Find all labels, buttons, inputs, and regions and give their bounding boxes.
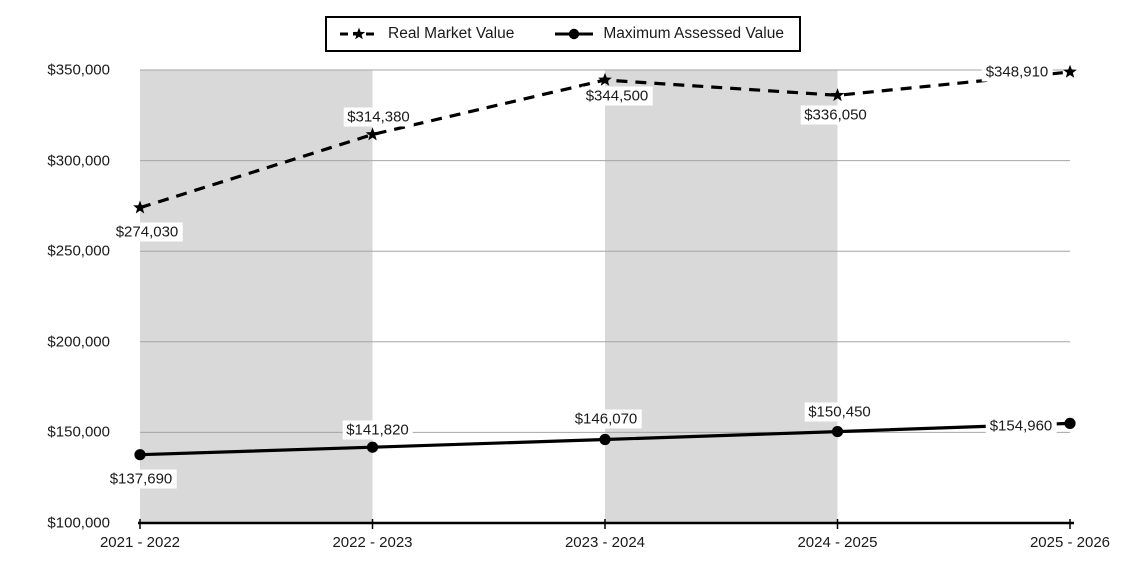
circle-marker	[134, 449, 146, 461]
x-axis-label: 2024 - 2025	[797, 534, 878, 551]
x-axis-label: 2021 - 2022	[99, 534, 181, 551]
circle-marker	[599, 433, 611, 446]
circle-marker	[1064, 417, 1076, 430]
solid-circle-line-icon	[555, 28, 594, 40]
star-marker	[830, 88, 845, 102]
data-label: $146,070	[570, 409, 642, 429]
data-label: $150,450	[804, 402, 875, 422]
data-label: $274,030	[111, 222, 183, 242]
legend-circle-marker	[569, 28, 580, 40]
y-axis-label: $200,000	[47, 333, 110, 351]
data-label: $336,050	[800, 105, 871, 125]
y-axis-label: $300,000	[47, 152, 110, 170]
data-label: $348,910	[981, 62, 1053, 82]
legend-label-real-market-value: Real Market Value	[388, 25, 515, 42]
legend-item-maximum-assessed-value: Maximum Assessed Value	[554, 25, 784, 43]
star-marker	[133, 200, 147, 214]
data-label: $344,500	[581, 86, 653, 106]
circle-marker	[366, 441, 379, 453]
data-label: $314,380	[343, 107, 414, 127]
chart-legend: Real Market Value Maximum Assessed Value	[325, 16, 801, 52]
x-axis-label: 2025 - 2026	[1029, 534, 1111, 551]
circle-marker	[831, 425, 844, 438]
legend-star-marker	[352, 27, 366, 40]
shaded-column-band	[605, 70, 838, 523]
y-axis-label: $150,000	[47, 423, 110, 441]
data-label: $137,690	[105, 469, 177, 489]
data-label: $141,820	[342, 420, 413, 440]
legend-item-real-market-value: Real Market Value	[339, 25, 514, 43]
star-marker	[365, 127, 380, 141]
x-axis-label: 2022 - 2023	[332, 534, 413, 551]
y-axis-label: $350,000	[47, 61, 110, 79]
legend-label-maximum-assessed-value: Maximum Assessed Value	[603, 25, 784, 42]
y-axis-label: $250,000	[47, 242, 110, 260]
star-marker	[598, 72, 612, 86]
dashed-star-line-icon	[340, 27, 378, 40]
x-axis-label: 2023 - 2024	[564, 534, 646, 551]
star-marker	[1063, 64, 1077, 78]
data-label: $154,960	[985, 416, 1057, 436]
y-axis-label: $100,000	[47, 514, 110, 532]
